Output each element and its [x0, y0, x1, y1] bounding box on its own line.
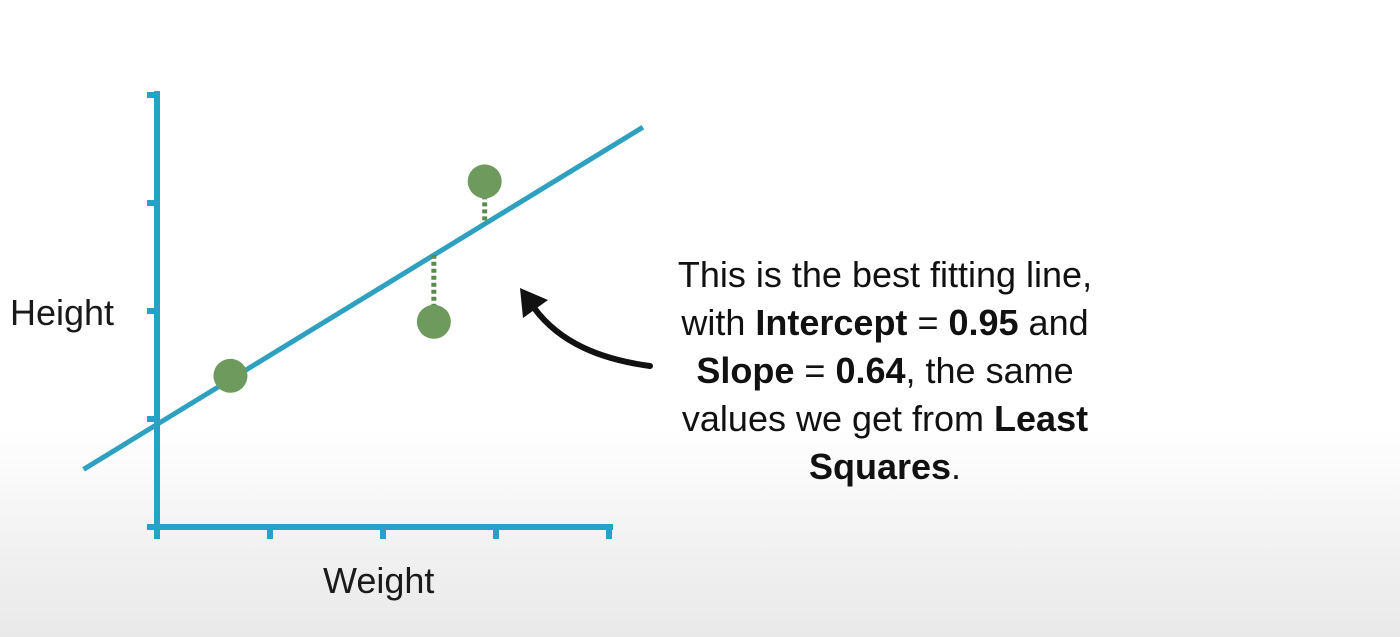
- callout-line-5-post: .: [951, 446, 962, 487]
- callout-arrow: [527, 299, 653, 369]
- callout-text: This is the best fitting line, with Inte…: [610, 251, 1160, 491]
- slope-value: 0.64: [835, 350, 906, 391]
- callout-line-4: values we get from Least: [610, 395, 1160, 443]
- data-point: [467, 164, 502, 199]
- point-layer: [213, 164, 502, 393]
- y-axis-label: Height: [10, 292, 115, 333]
- callout-line-4-pre: values we get from: [681, 398, 995, 439]
- slope-equals: =: [794, 350, 836, 391]
- x-axis-label: Weight: [323, 560, 435, 601]
- callout-line-1-text: This is the best fitting line,: [677, 254, 1093, 295]
- callout-arrowhead: [520, 288, 548, 318]
- intercept-label: Intercept: [755, 302, 908, 343]
- callout-line-1: This is the best fitting line,: [610, 251, 1160, 299]
- intercept-equals: =: [907, 302, 949, 343]
- fit-line: [82, 125, 645, 472]
- fit-line-layer: [82, 125, 645, 472]
- residual-layer: [227, 181, 488, 380]
- callout-line-2: with Intercept = 0.95 and: [610, 299, 1160, 347]
- callout-line-3-post: , the same: [905, 350, 1074, 391]
- callout-line-2-post: and: [1018, 302, 1089, 343]
- slope-label: Slope: [696, 350, 795, 391]
- callout-line-2-pre: with: [681, 302, 756, 343]
- callout-line-5: Squares.: [610, 443, 1160, 491]
- callout-line-3: Slope = 0.64, the same: [610, 347, 1160, 395]
- intercept-value: 0.95: [948, 302, 1019, 343]
- axes: [147, 91, 613, 539]
- data-point: [416, 304, 451, 339]
- least-label: Least: [994, 398, 1089, 439]
- data-point: [213, 358, 248, 393]
- squares-label: Squares: [808, 446, 952, 487]
